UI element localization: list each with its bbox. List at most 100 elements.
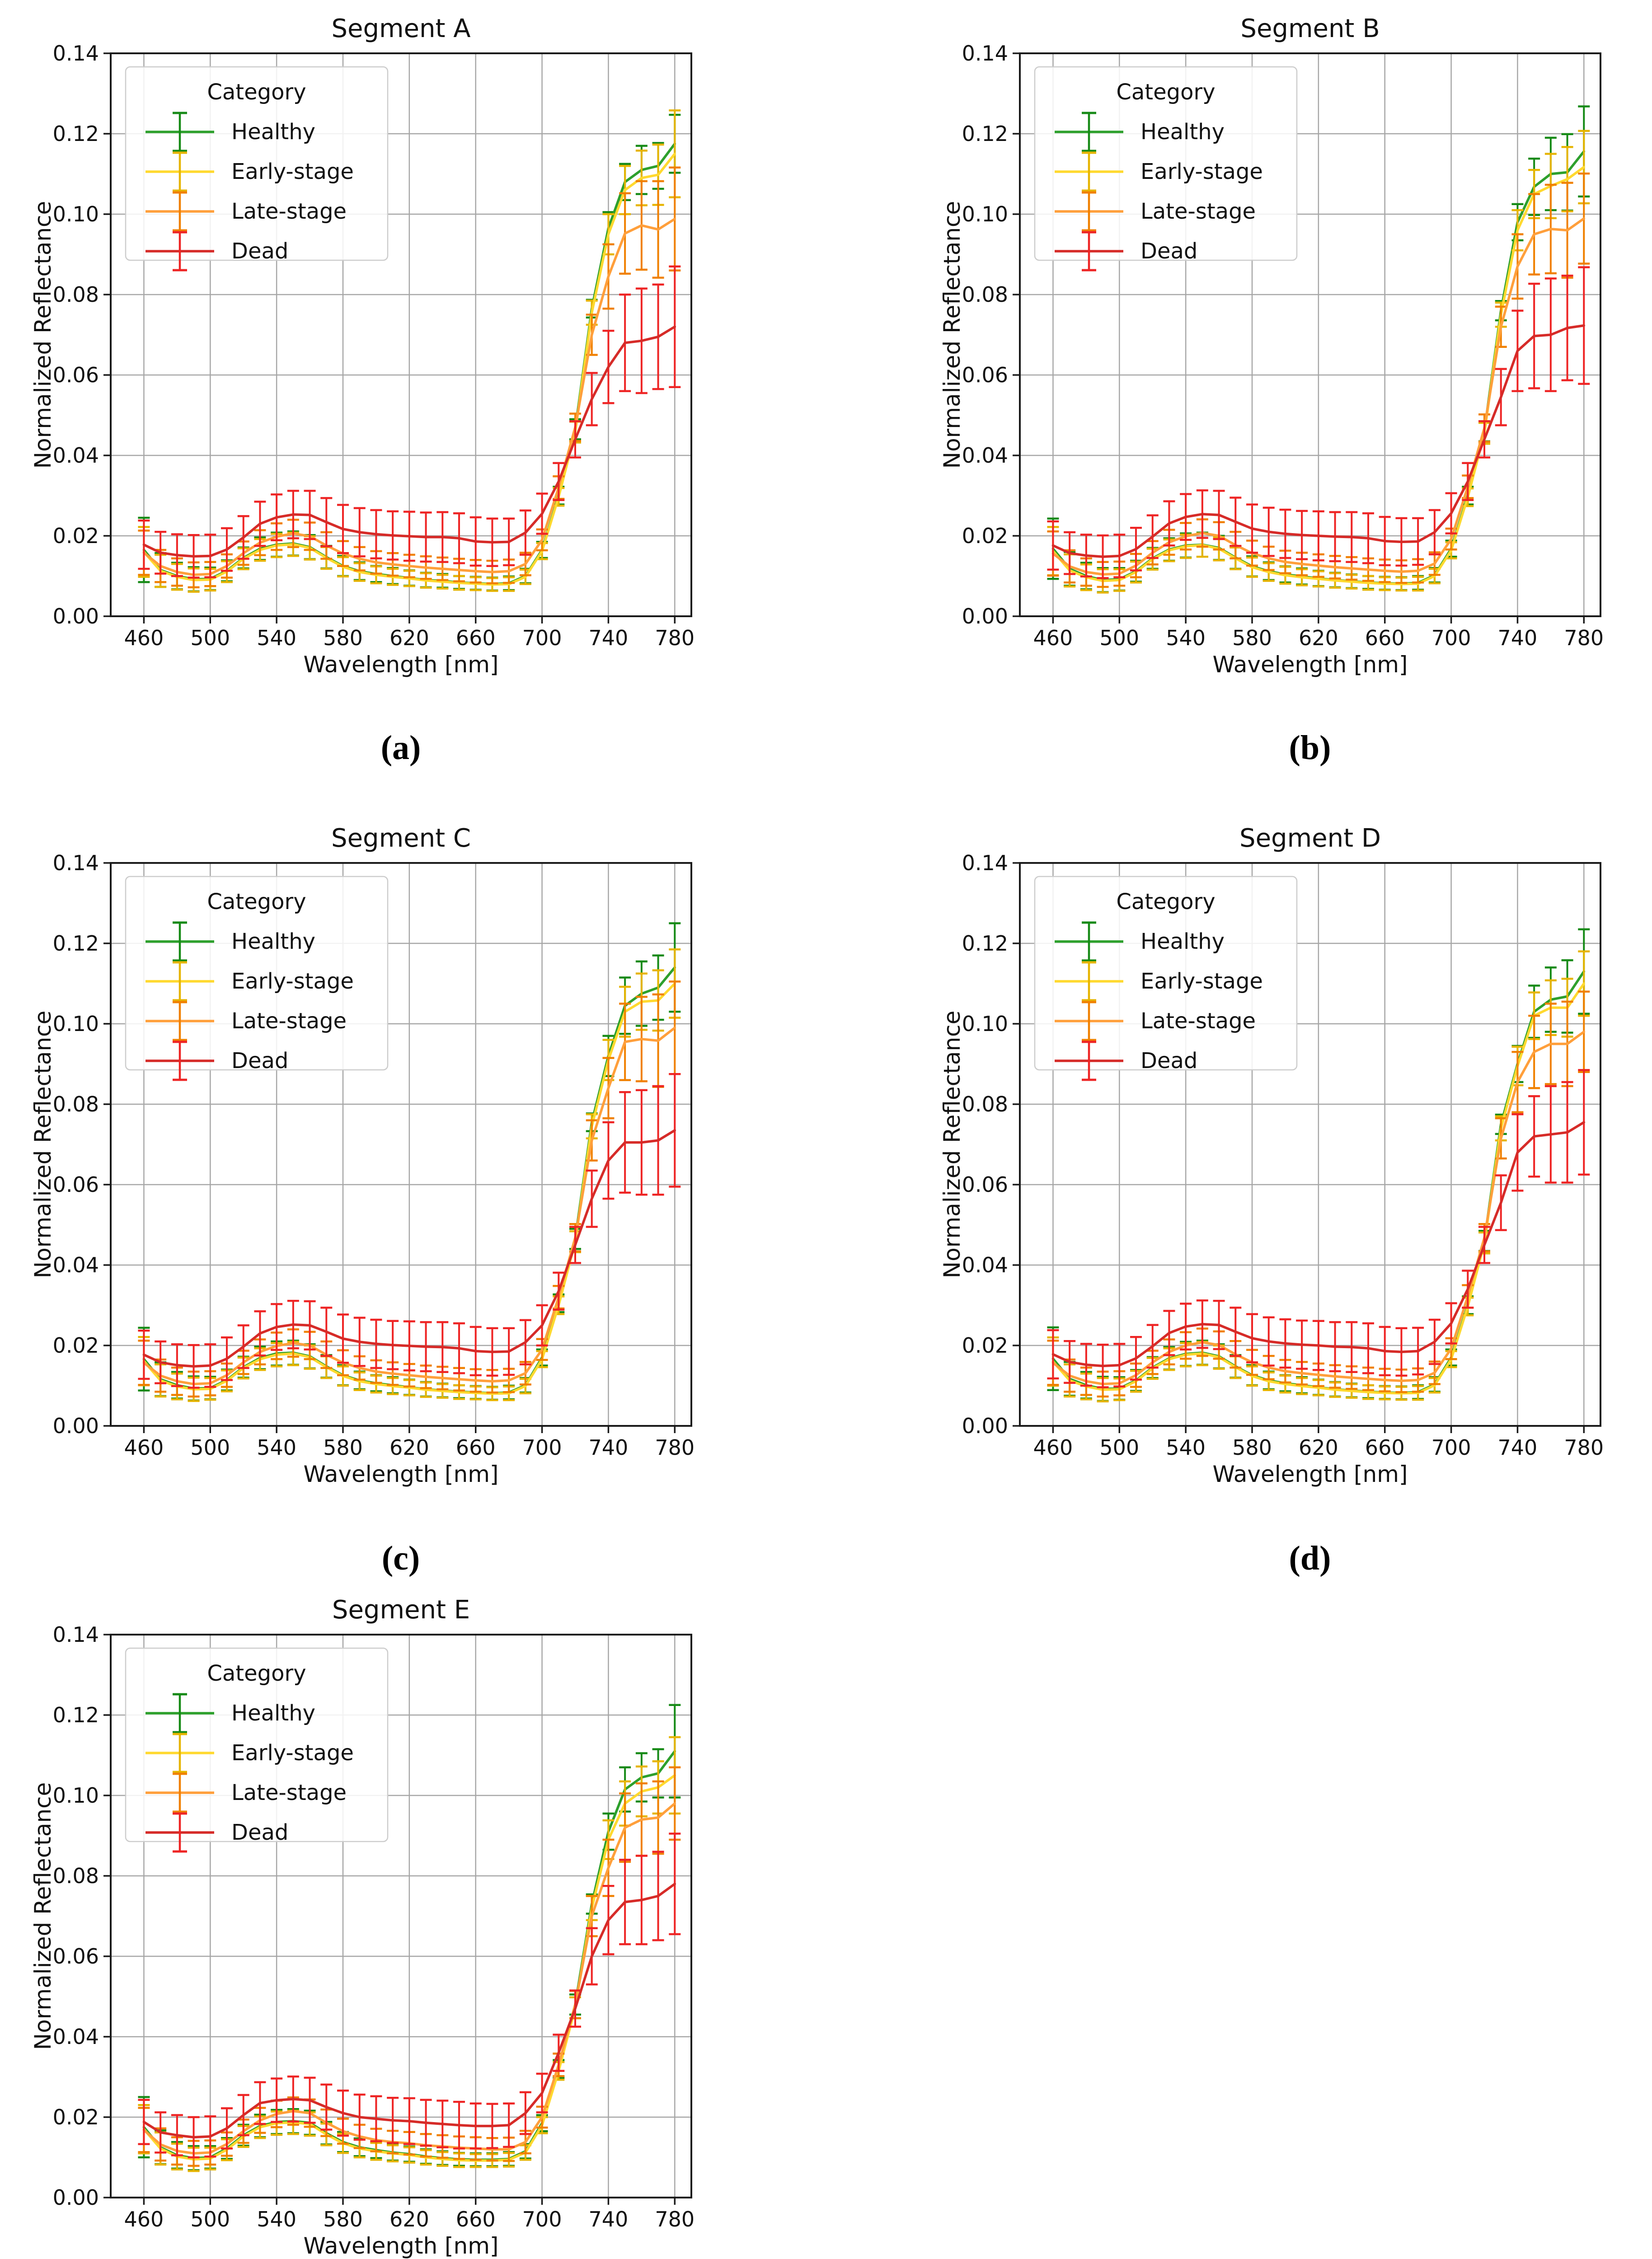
legend-title: Category: [207, 1661, 306, 1686]
legend-entry-healthy: Healthy: [1055, 921, 1225, 962]
legend-entry-late-stage: Late-stage: [145, 191, 347, 232]
legend-entry-label: Early-stage: [231, 1740, 354, 1766]
x-tick-label: 740: [589, 1435, 629, 1460]
y-axis-label: Normalized Reflectance: [30, 201, 56, 469]
plot-border: [110, 1634, 692, 2198]
x-axis-label: Wavelength [nm]: [1213, 1461, 1408, 1487]
y-tick-label: 0.10: [53, 202, 99, 226]
legend-entry-healthy: Healthy: [145, 921, 315, 962]
legend-entry-label: Early-stage: [231, 969, 354, 994]
series-late-stage-line: [1051, 1031, 1586, 1386]
legend-entry-label: Late-stage: [1140, 199, 1256, 224]
x-tick-label: 780: [655, 1435, 695, 1460]
legend-entry-label: Healthy: [1140, 119, 1225, 145]
series-early-stage-line: [142, 152, 676, 586]
y-tick-label: 0.10: [53, 1012, 99, 1036]
y-tick-label: 0.00: [53, 1414, 99, 1438]
caption-c: (c): [382, 1539, 420, 1578]
x-tick-label: 540: [1166, 1435, 1206, 1460]
series-dead-line: [1051, 324, 1586, 558]
axes: 460 500 540 580 620 660 700 740 780 0.00 0.02 0.04 0…: [53, 851, 695, 1460]
x-tick-label: 540: [257, 1435, 296, 1460]
chart-segment-b: 460 500 540 580 620 660 700 740 780 0.00 0.02 0.04 0…: [936, 9, 1641, 696]
legend-entry-early-stage: Early-stage: [1055, 151, 1263, 192]
y-tick-label: 0.08: [53, 1864, 99, 1888]
legend-entry-label: Dead: [231, 1048, 288, 1073]
y-tick-label: 0.00: [53, 2185, 99, 2210]
x-tick-label: 540: [257, 2207, 296, 2231]
x-tick-label: 500: [190, 626, 230, 650]
x-tick-label: 620: [1299, 626, 1338, 650]
y-tick-label: 0.04: [962, 443, 1008, 468]
x-tick-label: 580: [1232, 626, 1272, 650]
legend-entry-label: Healthy: [231, 1701, 315, 1726]
y-tick-label: 0.04: [53, 1253, 99, 1277]
plot-segment-c: 460 500 540 580 620 660 700 740 780 0.00 0.02 0.04 0…: [30, 824, 695, 1487]
legend-entry-late-stage: Late-stage: [1055, 191, 1256, 232]
plot-segment-e: 460 500 540 580 620 660 700 740 780 0.00 0.02 0.04 0…: [30, 1595, 695, 2259]
y-tick-label: 0.14: [962, 851, 1008, 875]
caption-a-text: (a): [380, 729, 421, 767]
y-tick-label: 0.14: [53, 851, 99, 875]
y-tick-label: 0.12: [53, 1703, 99, 1727]
legend-entry-label: Late-stage: [231, 199, 347, 224]
chart-segment-a: 460 500 540 580 620 660 700 740 780 0.00 0.02 0.04 0…: [27, 9, 732, 696]
x-tick-label: 620: [390, 2207, 429, 2231]
caption-b-text: (b): [1289, 729, 1331, 767]
caption-a: (a): [381, 728, 421, 768]
legend: Category Healthy Early-stage Late-stage Dead: [125, 1647, 389, 1853]
series-dead: [138, 265, 681, 579]
y-tick-label: 0.00: [962, 1414, 1008, 1438]
plot-border: [1019, 52, 1601, 617]
chart-segment-d: 460 500 540 580 620 660 700 740 780 0.00 0.02 0.04 0…: [936, 819, 1641, 1505]
x-tick-label: 660: [456, 1435, 496, 1460]
x-tick-label: 580: [323, 1435, 363, 1460]
legend-entry-label: Early-stage: [231, 159, 354, 184]
x-tick-label: 700: [522, 2207, 562, 2231]
x-axis-label: Wavelength [nm]: [304, 651, 499, 678]
axes: 460 500 540 580 620 660 700 740 780 0.00 0.02 0.04 0…: [53, 1622, 695, 2231]
y-tick-label: 0.10: [53, 1783, 99, 1808]
x-tick-label: 780: [1564, 1435, 1604, 1460]
y-tick-label: 0.08: [53, 282, 99, 307]
x-tick-label: 500: [1099, 1435, 1139, 1460]
axes: 460 500 540 580 620 660 700 740 780 0.00 0.02 0.04 0…: [962, 851, 1604, 1460]
legend-title: Category: [1116, 80, 1215, 105]
x-tick-label: 580: [323, 2207, 363, 2231]
legend-entry-label: Early-stage: [1140, 159, 1263, 184]
y-axis-label: Normalized Reflectance: [30, 1011, 56, 1279]
chart-segment-e: 460 500 540 580 620 660 700 740 780 0.00 0.02 0.04 0…: [27, 1590, 732, 2259]
y-tick-label: 0.14: [962, 41, 1008, 66]
y-tick-label: 0.02: [962, 524, 1008, 548]
x-tick-label: 580: [1232, 1435, 1272, 1460]
legend-entry-early-stage: Early-stage: [1055, 961, 1263, 1002]
plot-segment-a: 460 500 540 580 620 660 700 740 780 0.00 0.02 0.04 0…: [30, 14, 695, 678]
x-tick-label: 780: [655, 626, 695, 650]
y-tick-label: 0.06: [53, 363, 99, 387]
legend: Category Healthy Early-stage Late-stage Dead: [1034, 66, 1298, 272]
x-tick-label: 620: [390, 626, 429, 650]
legend-entry-late-stage: Late-stage: [1055, 1001, 1256, 1041]
x-axis-label: Wavelength [nm]: [304, 2233, 499, 2259]
x-tick-label: 580: [323, 626, 363, 650]
legend-entry-label: Early-stage: [1140, 969, 1263, 994]
legend-entry-early-stage: Early-stage: [145, 151, 354, 192]
series-dead: [1047, 266, 1590, 579]
x-tick-label: 620: [1299, 1435, 1338, 1460]
series-late-stage-line: [142, 217, 676, 576]
x-tick-label: 540: [1166, 626, 1206, 650]
x-tick-label: 460: [124, 2207, 164, 2231]
y-tick-label: 0.14: [53, 41, 99, 66]
x-tick-label: 740: [1498, 1435, 1538, 1460]
series-early-stage-line: [142, 982, 676, 1395]
plot-segment-d: 460 500 540 580 620 660 700 740 780 0.00 0.02 0.04 0…: [939, 824, 1604, 1487]
y-tick-label: 0.08: [53, 1092, 99, 1116]
axes: 460 500 540 580 620 660 700 740 780 0.00 0.02 0.04 0…: [962, 41, 1604, 650]
legend-entry-healthy: Healthy: [1055, 112, 1225, 152]
x-tick-label: 660: [1365, 1435, 1405, 1460]
y-tick-label: 0.00: [53, 604, 99, 628]
y-tick-label: 0.04: [53, 2025, 99, 2049]
y-tick-label: 0.04: [962, 1253, 1008, 1277]
legend-entry-early-stage: Early-stage: [145, 961, 354, 1002]
legend-entry-early-stage: Early-stage: [145, 1733, 354, 1773]
